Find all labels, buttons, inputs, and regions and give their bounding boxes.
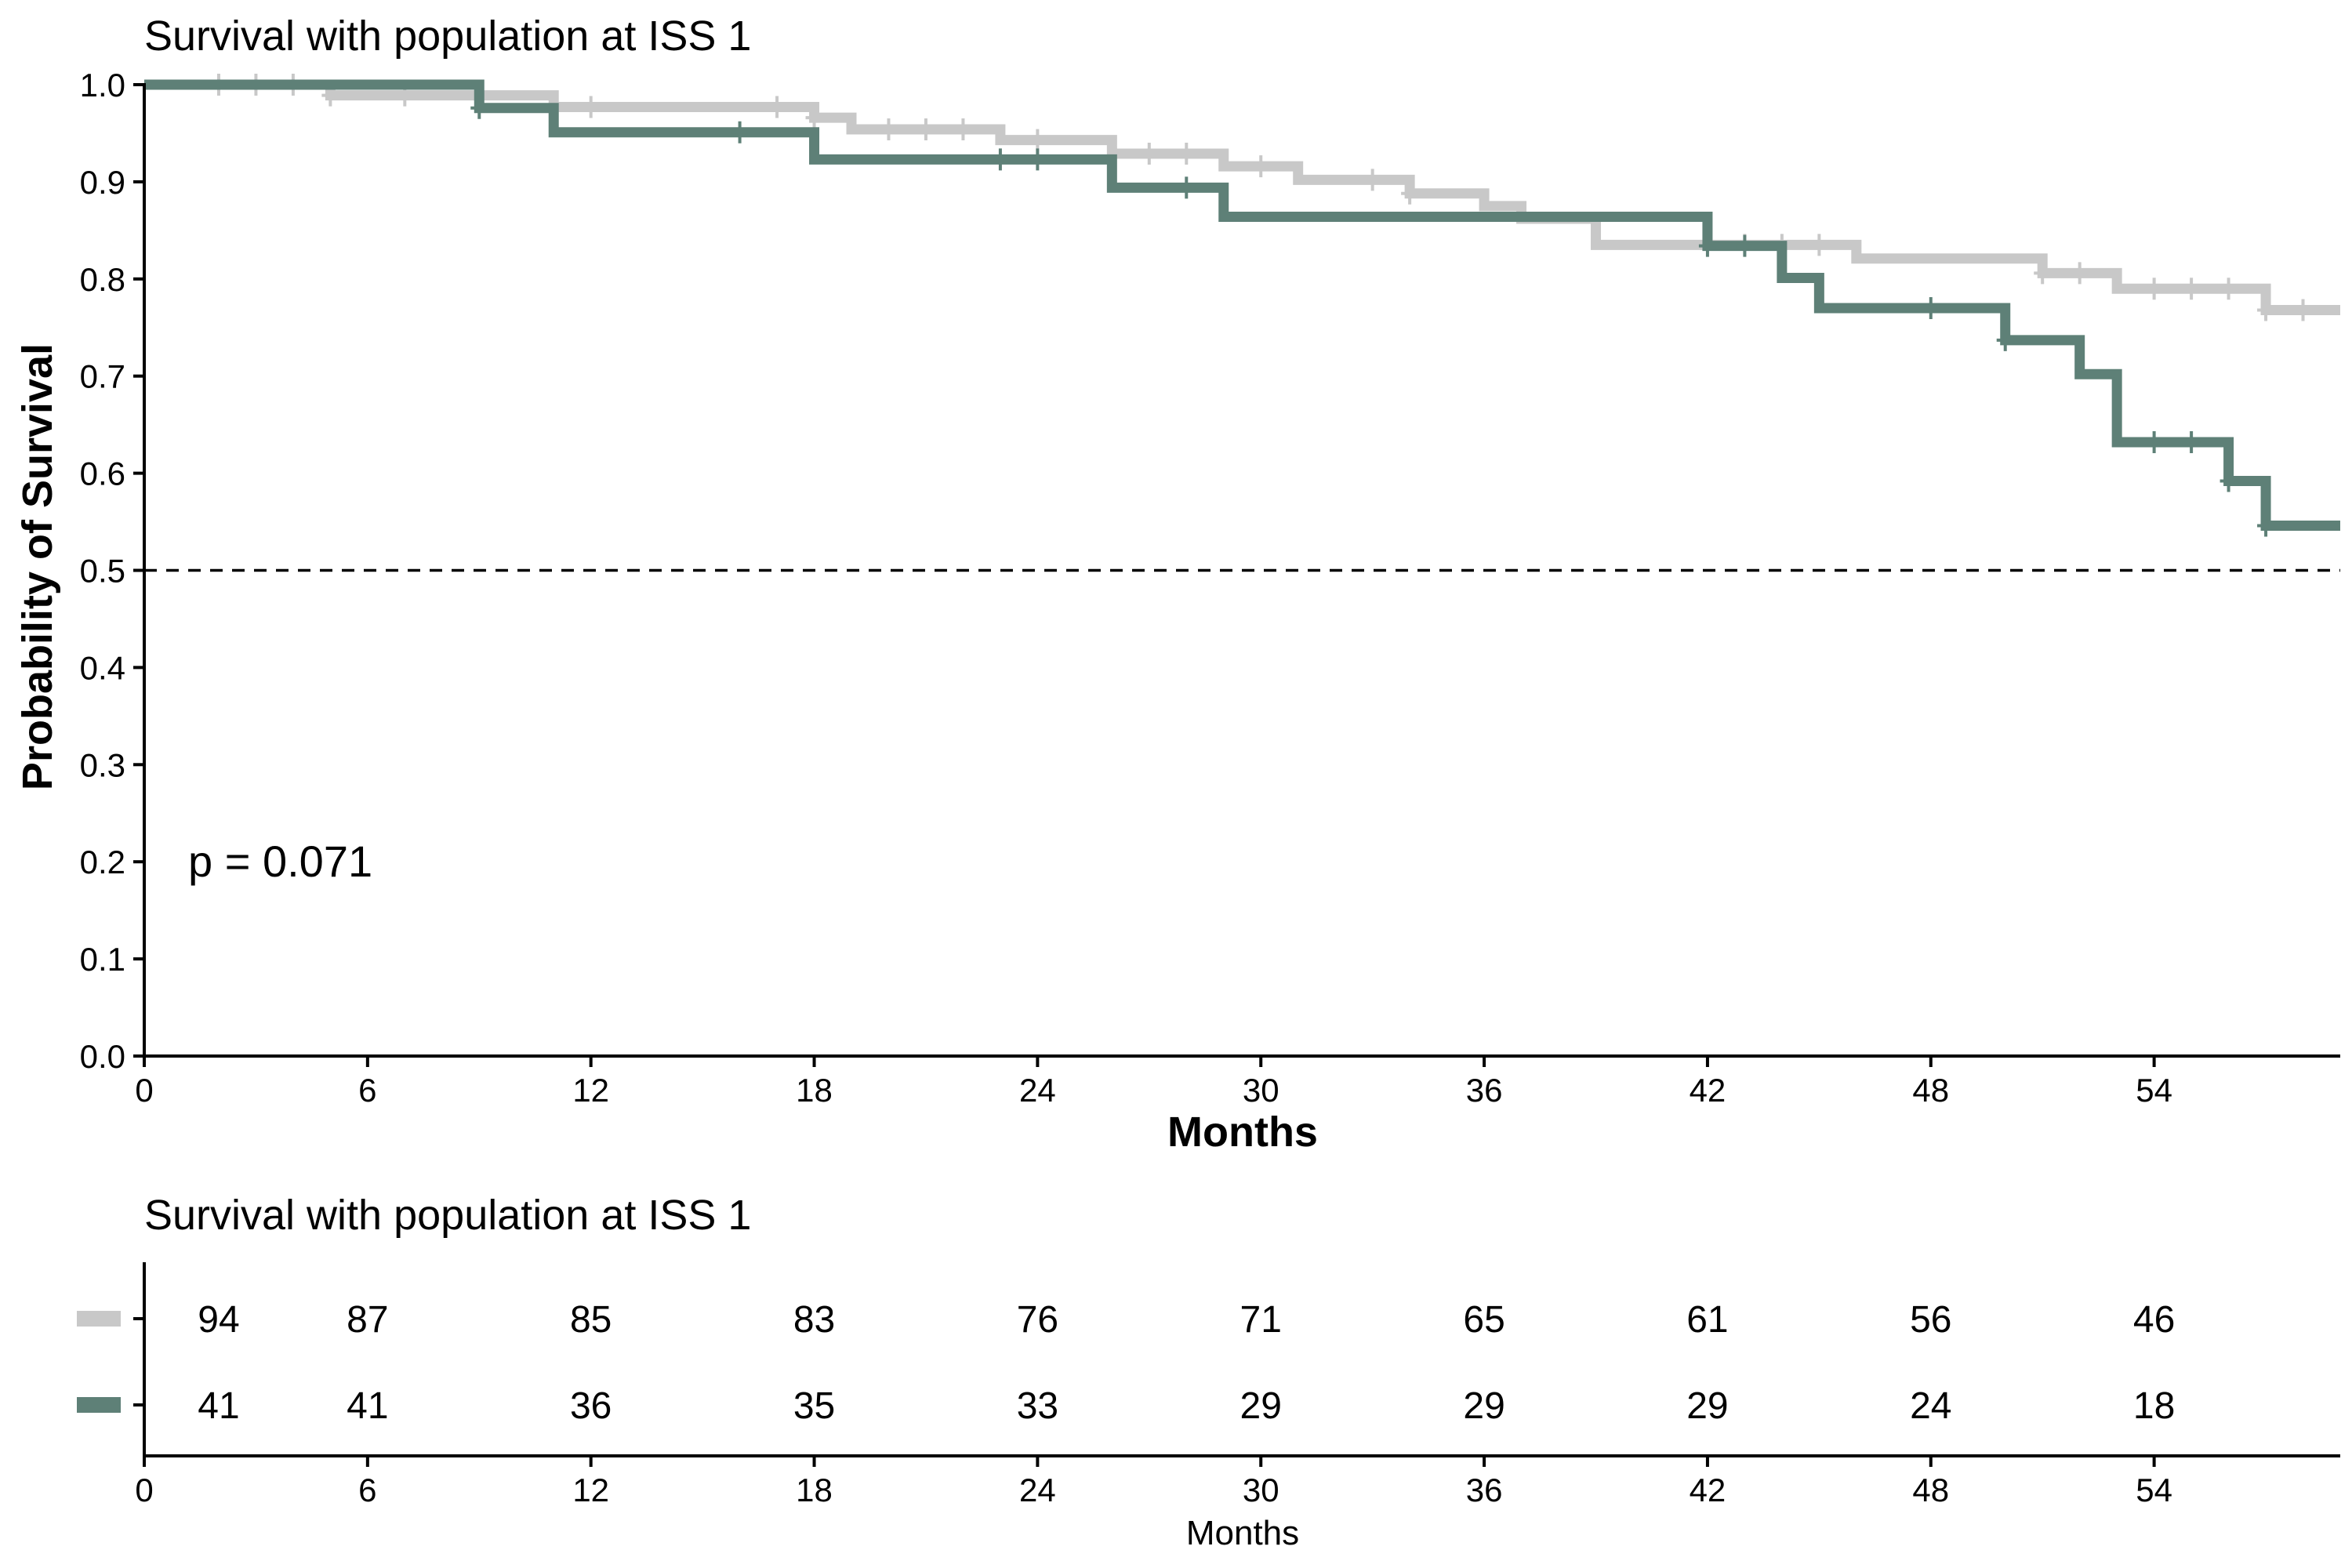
risk-row-1-value: 56 [1910,1299,1951,1341]
km-series-2-censor-mark [1698,234,1716,257]
km-series-1-censor-mark [2257,299,2275,321]
km-series-1-censor-mark [1178,142,1196,165]
risk-x-tick-label: 42 [1690,1472,1726,1508]
km-series-1-censor-mark [880,118,898,140]
km-series-2-curve [144,79,2340,532]
km-x-tick-label: 24 [1019,1072,1056,1109]
risk-row-2-value: 36 [570,1385,612,1427]
risk-table-title: Survival with population at ISS 1 [144,1192,751,1239]
risk-table-x-axis-title: Months [1186,1514,1299,1552]
risk-row-2-value: 29 [1463,1385,1504,1427]
km-y-tick-label: 0.1 [80,941,125,978]
risk-x-tick-label: 12 [572,1472,609,1508]
km-series-1-censor-mark [1401,182,1419,205]
km-y-tick-label: 0.3 [80,746,125,783]
risk-row-2-value: 33 [1017,1385,1058,1427]
risk-row-2-value: 29 [1686,1385,1728,1427]
km-series-1-censor-mark [1252,155,1270,178]
km-series-2-censor-mark [1996,328,2014,351]
risk-row-1-value: 87 [347,1299,388,1341]
km-x-axis-ticks: 0 6 12 18 24 30 36 42 48 54 [135,1056,2172,1109]
risk-row-2-value: 29 [1240,1385,1282,1427]
km-series-2-censor-mark [1178,176,1196,199]
km-series-1-censor-mark [582,96,600,118]
km-series-2-censor-mark [470,96,488,119]
km-plot-title: Survival with population at ISS 1 [144,13,751,60]
risk-row-1-value: 71 [1240,1299,1282,1341]
risk-x-tick-label: 18 [796,1472,833,1508]
km-x-tick-label: 18 [796,1072,833,1109]
km-x-tick-label: 30 [1243,1072,1279,1109]
km-series-2-censor-mark [1736,234,1754,257]
km-y-tick-label: 0.8 [80,261,125,298]
km-y-tick-label: 0.2 [80,844,125,880]
risk-row-2-value: 18 [2133,1385,2175,1427]
km-series-1-censor-mark [1363,169,1381,191]
risk-row-2-value: 35 [793,1385,835,1427]
km-y-tick-label: 0.6 [80,456,125,492]
km-y-tick-label: 0.4 [80,649,125,686]
km-series-2-censor-mark [2183,430,2201,453]
km-series-1-censor-mark [1810,234,1828,256]
risk-x-tick-label: 6 [358,1472,376,1508]
risk-row-2-value: 41 [198,1385,239,1427]
km-series-1-censor-mark [2145,278,2163,300]
risk-row-2-value: 41 [347,1385,388,1427]
risk-table: Survival with population at ISS 1 94 87 85… [77,1192,2340,1552]
km-series-2-censor-mark [991,148,1009,171]
km-x-tick-label: 0 [135,1072,153,1109]
risk-row-1-value: 94 [198,1299,239,1341]
risk-table-rows: 94 87 85 83 76 71 65 61 56 46 41 41 36 35 33 29 29 29 24 18 [77,1299,2175,1427]
km-x-tick-label: 54 [2136,1072,2172,1109]
km-x-tick-label: 48 [1912,1072,1949,1109]
km-series-2-censor-mark [1029,148,1047,171]
p-value-annotation: p = 0.071 [188,837,372,886]
risk-row-2-value: 24 [1910,1385,1951,1427]
risk-table-x-axis-ticks: 0 6 12 18 24 30 36 42 48 54 [135,1456,2172,1508]
risk-x-tick-label: 54 [2136,1472,2172,1508]
km-series-2-censor-mark [2145,430,2163,453]
risk-row-1-value: 65 [1463,1299,1504,1341]
km-series-1-censor-mark [2183,278,2201,300]
risk-x-tick-label: 48 [1912,1472,1949,1508]
km-series-2-censor-mark [731,121,749,143]
km-y-tick-label: 0.0 [80,1038,125,1075]
risk-x-tick-label: 30 [1243,1472,1279,1508]
risk-x-tick-label: 0 [135,1472,153,1508]
risk-row-1-value: 83 [793,1299,835,1341]
risk-x-tick-label: 36 [1466,1472,1503,1508]
km-series-1-censor-mark [805,107,823,129]
km-y-axis-title: Probability of Survival [14,343,61,790]
km-series-1-censor-mark [2034,262,2052,285]
km-series-2-censor-mark [2220,470,2238,492]
km-y-tick-label: 0.5 [80,553,125,590]
risk-row-1-value: 61 [1686,1299,1728,1341]
km-series-1-censor-mark [768,96,786,118]
km-series-1-censor-mark [2220,278,2238,300]
risk-row-1-value: 46 [2133,1299,2175,1341]
km-series-2-censor-mark [2257,514,2275,537]
km-series-1-censor-mark [2294,299,2312,321]
km-y-tick-label: 0.9 [80,164,125,201]
km-x-tick-label: 6 [358,1072,376,1109]
risk-x-tick-label: 24 [1019,1472,1056,1508]
km-series-1-censor-mark [916,118,935,140]
km-series-1-censor-mark [954,118,972,140]
km-x-axis-title: Months [1167,1109,1318,1156]
risk-row-1-value: 85 [570,1299,612,1341]
km-series-2-censor-mark [1922,296,1940,319]
km-series-1-censor-mark [2071,262,2089,285]
km-y-tick-label: 1.0 [80,67,125,103]
km-series-1-censor-mark [1140,142,1158,165]
km-x-tick-label: 12 [572,1072,609,1109]
km-series-group [144,74,2340,537]
km-series-1-censor-mark [1029,129,1047,151]
risk-row-1-value: 76 [1017,1299,1058,1341]
km-x-tick-label: 36 [1466,1072,1503,1109]
km-y-axis-ticks: 0.0 0.1 0.2 0.3 0.4 0.5 0.6 0.7 0.8 0.9 1.0 [80,67,144,1075]
km-y-tick-label: 0.7 [80,358,125,395]
km-plot: Survival with population at ISS 1 0.0 0.1… [14,13,2340,1156]
km-x-tick-label: 42 [1690,1072,1726,1109]
